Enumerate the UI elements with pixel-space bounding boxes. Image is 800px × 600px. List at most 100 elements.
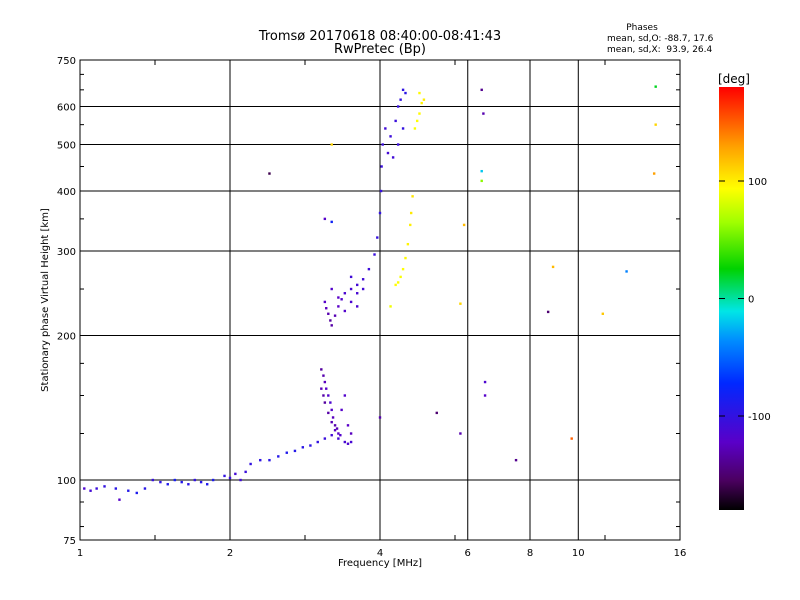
y-tick-label: 100: [57, 476, 76, 487]
data-point: [381, 143, 384, 146]
data-point: [418, 112, 421, 115]
data-point: [193, 478, 197, 482]
data-point: [413, 127, 417, 130]
data-point: [337, 296, 340, 299]
data-point: [268, 458, 271, 462]
data-point: [399, 98, 402, 101]
x-axis-ticks: 1 2 4 6 8 10 16: [77, 60, 686, 559]
chart-title: Tromsø 20170618 08:40:00-08:41:43: [258, 29, 501, 44]
data-point: [340, 408, 343, 412]
data-point: [329, 319, 332, 322]
data-point: [103, 485, 106, 488]
data-point: [330, 408, 333, 412]
data-point: [422, 98, 426, 101]
data-point: [401, 88, 405, 92]
data-point: [293, 449, 297, 453]
data-point: [404, 256, 407, 260]
data-point: [483, 380, 487, 384]
series-scattered-echoes: [118, 85, 657, 501]
data-point: [384, 127, 387, 130]
data-point: [459, 432, 462, 435]
colorbar-tick-label: 100: [748, 177, 767, 188]
data-point: [330, 220, 333, 224]
data-point: [180, 480, 183, 484]
y-axis-label: Stationary phase Virtual Height [km]: [40, 208, 51, 392]
data-point: [331, 416, 335, 419]
data-point: [325, 307, 328, 310]
data-point: [268, 172, 271, 175]
x-tick-label: 2: [227, 548, 233, 559]
data-point: [601, 312, 605, 315]
data-point: [349, 432, 353, 435]
data-point: [83, 487, 86, 490]
data-point: [396, 105, 400, 108]
data-point: [330, 287, 333, 291]
data-point: [143, 487, 147, 490]
data-point: [343, 292, 347, 295]
data-point: [378, 416, 382, 419]
y-tick-label: 500: [57, 141, 76, 152]
phase-stats-o: mean, sd,O: -88.7, 17.6: [607, 34, 714, 44]
x-tick-label: 1: [77, 548, 83, 559]
data-point: [394, 119, 397, 123]
data-point: [462, 223, 466, 227]
data-point: [199, 480, 203, 484]
x-tick-label: 6: [465, 548, 471, 559]
data-point: [386, 151, 390, 155]
data-point: [323, 217, 327, 221]
data-point: [301, 446, 305, 449]
data-point: [394, 283, 397, 287]
y-axis-ticks: 75 100 200 300 400 500 600 750: [57, 56, 680, 547]
data-point: [323, 300, 327, 304]
data-point: [327, 394, 330, 397]
data-point: [277, 455, 280, 458]
data-point: [323, 437, 327, 440]
series-o-mode-low-e-region-trace: [83, 433, 353, 495]
chart-subtitle: RwPretec (Bp): [334, 42, 426, 57]
y-tick-label: 300: [57, 247, 76, 258]
y-tick-label: 400: [57, 187, 76, 198]
data-point: [480, 179, 483, 183]
data-point: [409, 211, 413, 215]
x-tick-label: 10: [572, 548, 585, 559]
data-point: [337, 437, 340, 440]
data-point: [244, 470, 247, 474]
data-point: [320, 368, 323, 371]
data-point: [346, 442, 350, 445]
data-point: [514, 458, 518, 462]
data-point: [187, 483, 190, 486]
data-point: [406, 242, 410, 246]
data-point: [361, 278, 365, 281]
x-tick-label: 8: [527, 548, 533, 559]
data-point: [435, 411, 438, 415]
data-point: [337, 305, 340, 308]
data-point: [349, 275, 353, 279]
data-point: [420, 101, 423, 105]
colorbar-tick-label: 0: [748, 295, 754, 306]
data-point: [380, 165, 383, 168]
data-point: [551, 265, 555, 269]
data-point: [234, 472, 237, 476]
data-point: [349, 300, 353, 304]
data-point: [330, 433, 333, 437]
y-tick-label: 600: [57, 103, 76, 114]
data-point: [409, 223, 412, 227]
data-point: [118, 498, 121, 501]
data-point: [480, 88, 483, 92]
data-point: [340, 298, 343, 301]
series-o-mode-f-region-trace: [323, 88, 407, 327]
y-tick-label: 75: [63, 536, 76, 547]
data-point: [343, 394, 347, 397]
data-point: [337, 432, 340, 435]
colorbar-ticks: 100 0 -100: [719, 177, 771, 423]
data-point: [343, 309, 347, 313]
data-point: [228, 476, 232, 480]
phase-stats-x: mean, sd,X: 93.9, 26.4: [607, 45, 713, 55]
data-point: [343, 440, 347, 444]
data-point: [335, 427, 339, 430]
data-point: [127, 489, 130, 492]
data-point: [625, 270, 628, 273]
data-point: [654, 123, 657, 126]
data-point: [89, 489, 92, 492]
